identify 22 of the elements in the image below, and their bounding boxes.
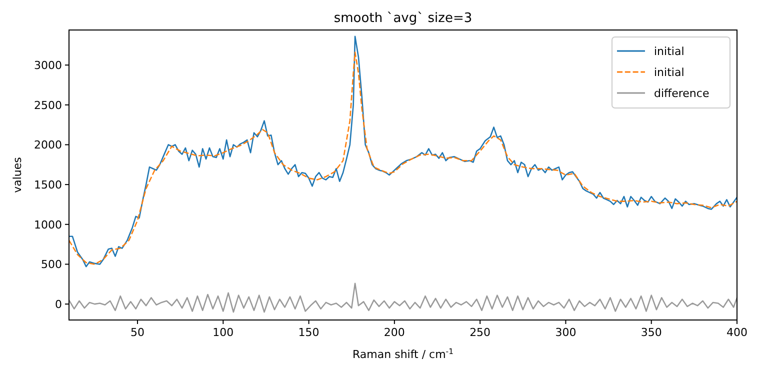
y-tick-label: 1000: [34, 218, 62, 232]
legend-label: initial: [654, 45, 684, 58]
x-tick-label: 50: [130, 326, 145, 339]
y-tick-label: 1500: [34, 178, 62, 192]
x-tick-label: 400: [726, 326, 748, 339]
x-tick-label: 100: [212, 326, 234, 339]
legend-label: initial: [654, 66, 684, 79]
legend-label: difference: [654, 87, 710, 100]
x-tick-label: 200: [384, 326, 405, 339]
chart-title: smooth `avg` size=3: [334, 11, 472, 26]
x-axis-title: Raman shift / cm$^{-1}$: [352, 346, 454, 361]
y-tick-label: 2000: [34, 138, 62, 152]
y-tick-label: 500: [41, 258, 62, 272]
x-tick-label: 350: [640, 326, 662, 339]
x-tick-label: 300: [555, 326, 576, 339]
y-tick-label: 0: [55, 298, 62, 312]
line-series: [69, 282, 737, 313]
y-tick-label: 3000: [34, 59, 62, 72]
y-axis-title: values: [11, 156, 24, 193]
x-tick-label: 150: [298, 326, 320, 339]
y-tick-label: 2500: [34, 98, 62, 112]
x-tick-label: 250: [470, 326, 491, 339]
